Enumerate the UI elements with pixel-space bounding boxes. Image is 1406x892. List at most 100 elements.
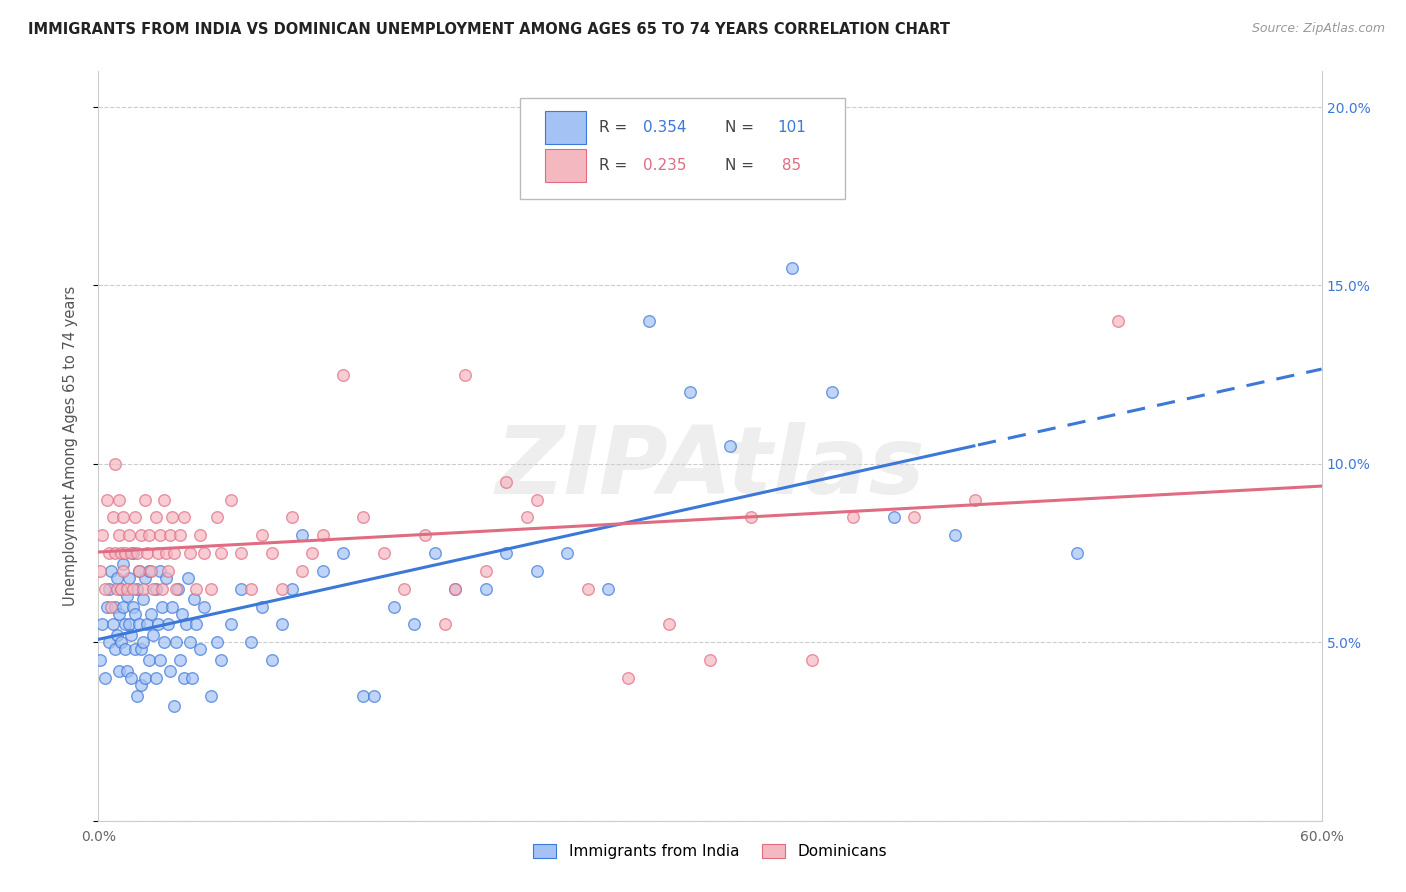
Point [183,592,205,607]
Point [576,582,599,596]
Point [281,510,304,524]
Point [100,599,122,614]
Point [105,571,128,585]
Point [434,617,457,632]
Point [174,617,197,632]
Point [205,635,228,649]
Point [145,510,167,524]
Point [111,557,134,571]
Point [332,368,354,382]
Point [352,689,374,703]
Point [173,510,195,524]
Point [270,582,294,596]
Point [740,510,762,524]
Point [177,571,200,585]
Point [186,617,208,632]
Point [110,582,132,596]
Point [231,582,253,596]
Point [152,492,174,507]
Point [124,510,146,524]
Point [156,617,179,632]
Point [115,664,138,678]
Point [128,564,150,578]
Point [149,653,172,667]
Point [205,510,228,524]
Point [193,546,215,560]
Point [179,635,201,649]
Point [536,171,558,186]
FancyBboxPatch shape [520,97,845,199]
Text: 85: 85 [778,158,801,172]
Text: IMMIGRANTS FROM INDIA VS DOMINICAN UNEMPLOYMENT AMONG AGES 65 TO 74 YEARS CORREL: IMMIGRANTS FROM INDIA VS DOMINICAN UNEMP… [28,22,950,37]
Point [526,564,548,578]
Point [136,546,159,560]
Point [91,528,114,542]
Point [718,439,742,453]
Point [108,528,131,542]
Point [101,617,124,632]
Point [142,582,165,596]
Point [128,617,150,632]
Point [141,564,163,578]
Point [392,582,416,596]
Point [118,617,141,632]
Point [104,457,127,471]
Point [96,492,118,507]
Point [250,528,273,542]
Point [149,528,172,542]
Point [516,510,538,524]
Point [105,628,128,642]
Text: ZIPAtlas: ZIPAtlas [495,423,925,515]
Point [186,582,208,596]
Point [219,617,242,632]
Point [122,546,145,560]
Point [159,528,181,542]
Point [160,510,183,524]
Point [152,635,174,649]
Point [423,546,446,560]
Point [132,592,155,607]
Point [156,564,179,578]
Point [1066,546,1088,560]
Point [145,582,167,596]
Point [108,664,131,678]
Point [89,564,111,578]
Point [111,599,134,614]
Point [114,617,136,632]
Point [142,628,165,642]
Point [188,642,212,657]
Point [91,617,114,632]
Point [110,582,132,596]
Point [124,607,146,621]
Point [110,635,132,649]
Point [115,589,138,603]
Point [444,582,467,596]
Point [122,582,145,596]
Point [146,617,169,632]
Point [1107,314,1129,328]
Point [104,546,127,560]
Point [129,678,152,692]
Point [110,546,132,560]
Point [149,564,172,578]
Text: 0.235: 0.235 [643,158,686,172]
Point [181,671,204,685]
Point [270,617,294,632]
Point [115,582,138,596]
Point [382,599,405,614]
Point [146,546,169,560]
Point [454,368,477,382]
Legend: Immigrants from India, Dominicans: Immigrants from India, Dominicans [527,838,893,865]
Point [240,582,263,596]
Point [138,528,160,542]
Point [231,546,253,560]
Point [136,617,159,632]
Point [291,564,314,578]
Point [165,582,187,596]
Point [209,546,232,560]
Point [312,564,335,578]
Point [281,582,304,596]
Point [163,699,186,714]
Point [495,475,517,489]
Point [250,599,273,614]
